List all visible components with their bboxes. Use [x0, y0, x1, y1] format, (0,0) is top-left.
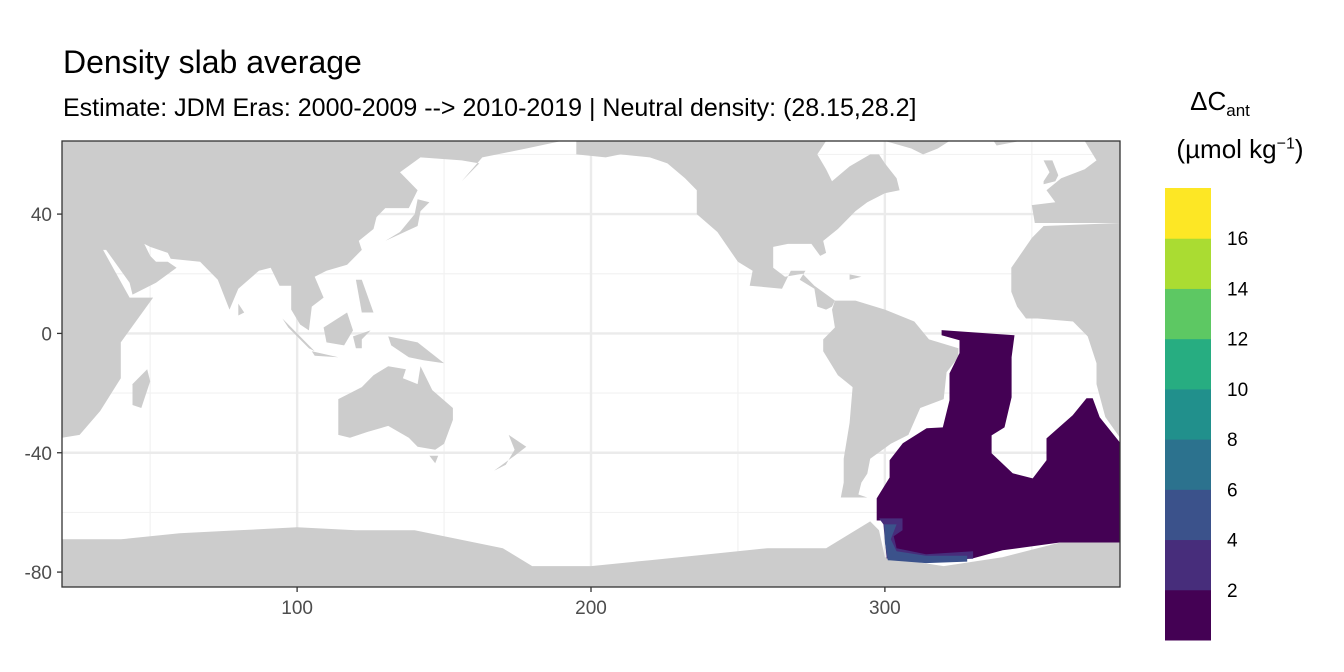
- data-region-2-4: [879, 518, 974, 561]
- legend-key-4: [1165, 388, 1211, 440]
- land-new-guinea: [388, 336, 445, 364]
- land-africa-west: [1011, 223, 1120, 438]
- legend-key-3: [1165, 439, 1211, 490]
- legend-label: 8: [1227, 430, 1238, 451]
- legend-key-6: [1165, 288, 1211, 340]
- land-madagascar: [132, 369, 151, 408]
- land-europe: [1031, 141, 1120, 223]
- land-north-america: [576, 141, 900, 310]
- plot-subtitle: Estimate: JDM Eras: 2000-2009 --> 2010-2…: [63, 94, 917, 122]
- land-japan: [385, 199, 430, 241]
- land-sumatra: [282, 318, 315, 352]
- land-java: [311, 351, 339, 358]
- legend-label: 10: [1227, 380, 1248, 401]
- land-tasmania: [429, 455, 439, 464]
- y-tick-label: -80: [25, 563, 52, 584]
- land-eurasia-africa: [62, 141, 562, 438]
- x-tick-label: 100: [281, 598, 313, 619]
- y-tick-label: 40: [31, 205, 52, 226]
- land-australia: [338, 366, 453, 450]
- plot-title: Density slab average: [63, 44, 362, 80]
- data-region-0-2: [876, 330, 1120, 561]
- land-borneo: [323, 312, 353, 346]
- y-tick-label: -40: [25, 444, 52, 465]
- legend-label: 12: [1227, 330, 1248, 351]
- legend-key-8: [1165, 188, 1211, 239]
- legend-key-2: [1165, 489, 1211, 541]
- land-philippines: [355, 279, 374, 313]
- legend-key-1: [1165, 539, 1211, 591]
- legend-unit: (µmol kg−1): [1150, 134, 1330, 165]
- legend-label: 16: [1227, 229, 1248, 250]
- legend-key-5: [1165, 338, 1211, 390]
- legend-title-sub: ant: [1226, 101, 1250, 121]
- map-layers: [62, 141, 1120, 587]
- land-greenland: [884, 141, 950, 155]
- legend-unit-prefix: (µmol kg: [1176, 134, 1277, 164]
- data-region-4-6: [884, 524, 968, 564]
- legend-unit-sup: −1: [1276, 135, 1295, 153]
- legend-title: ΔCant: [1160, 86, 1280, 121]
- land-sri-lanka: [238, 303, 245, 316]
- legend-key-7: [1165, 238, 1211, 289]
- land-hispaniola: [849, 274, 862, 280]
- y-tick-label: 0: [41, 324, 52, 345]
- legend-unit-suffix: ): [1294, 134, 1304, 164]
- legend-label: 2: [1227, 581, 1238, 602]
- land-south-america: [823, 300, 959, 498]
- land-antarctica: [62, 521, 1120, 587]
- legend-label: 6: [1227, 480, 1238, 501]
- legend-key-0: [1165, 589, 1211, 641]
- legend-label: 14: [1227, 279, 1249, 300]
- legend-title-main: ΔC: [1190, 86, 1227, 116]
- land-new-zealand: [494, 434, 527, 471]
- x-tick-label: 200: [575, 598, 607, 619]
- land-sulawesi: [353, 330, 371, 349]
- land-iceland: [993, 141, 1021, 146]
- x-tick-label: 300: [869, 598, 901, 619]
- land-cuba: [811, 264, 841, 274]
- legend-label: 4: [1227, 531, 1238, 552]
- land-britain: [1043, 160, 1059, 185]
